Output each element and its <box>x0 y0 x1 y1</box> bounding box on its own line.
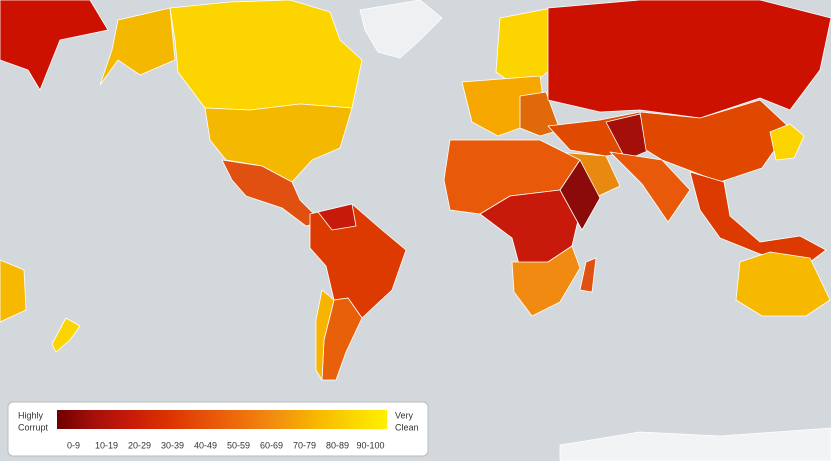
alaska <box>99 7 176 86</box>
china <box>639 99 791 183</box>
southeast-asia <box>689 171 827 263</box>
eastern-europe <box>519 91 561 137</box>
australia <box>735 251 831 317</box>
legend-bin-label: 30-39 <box>161 440 184 450</box>
russia <box>547 0 831 119</box>
legend-bin-label: 0-9 <box>67 440 80 450</box>
legend-bin-label: 40-49 <box>194 440 217 450</box>
legend-high-label: Clean <box>395 422 419 432</box>
chile <box>315 289 335 381</box>
legend-bin-label: 60-69 <box>260 440 283 450</box>
color-bar <box>57 410 387 429</box>
antarctica <box>559 427 831 461</box>
new-zealand <box>51 317 81 353</box>
madagascar <box>579 257 597 293</box>
legend-bin-label: 50-59 <box>227 440 250 450</box>
legend-bin-label: 70-79 <box>293 440 316 450</box>
australia-west-edge <box>0 259 27 323</box>
legend-bin-label: 20-29 <box>128 440 151 450</box>
legend-low-label: Corrupt <box>18 422 49 432</box>
legend-high-label: Very <box>395 410 414 420</box>
russia-east-edge <box>0 0 109 91</box>
legend-bin-label: 80-89 <box>326 440 349 450</box>
legend-bin-label: 90-100 <box>356 440 384 450</box>
india <box>609 151 691 223</box>
horn-of-africa <box>559 159 601 231</box>
greenland <box>359 0 443 59</box>
usa <box>204 103 353 183</box>
japan <box>769 123 805 161</box>
legend: Highly Corrupt Very Clean 0-9 10-19 20-29 3… <box>7 401 429 457</box>
southern-africa <box>511 245 581 317</box>
venezuela <box>317 203 357 231</box>
legend-low-label: Highly <box>18 410 44 420</box>
legend-bin-label: 10-19 <box>95 440 118 450</box>
